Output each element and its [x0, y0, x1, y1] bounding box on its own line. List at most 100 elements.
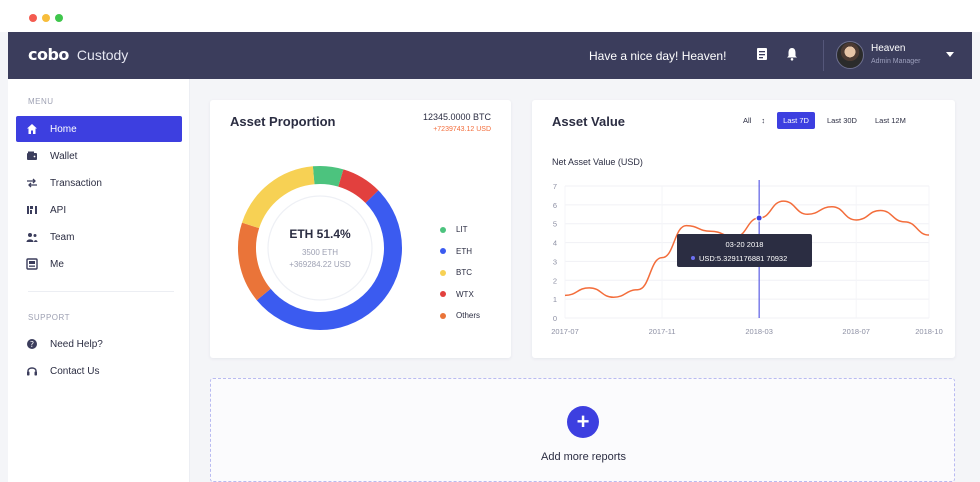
legend-item-btc[interactable]: BTC [440, 262, 480, 284]
sidebar: MENU Home Wallet Transaction API Team Me… [8, 79, 190, 482]
document-icon[interactable] [756, 47, 772, 63]
sidebar-item-label: Transaction [50, 177, 102, 189]
donut-slice-lit[interactable] [312, 166, 344, 187]
total-usd: +7239743.12 USD [433, 126, 491, 133]
legend-label: BTC [456, 268, 472, 278]
range-last-7d-button[interactable]: Last 7D [777, 112, 815, 129]
sidebar-item-label: Wallet [50, 150, 78, 162]
sidebar-item-label: Contact Us [50, 365, 100, 377]
sidebar-item-label: Me [50, 258, 64, 270]
donut-slice-eth[interactable] [256, 190, 402, 330]
series-line[interactable] [564, 200, 930, 299]
range-last-12m-button[interactable]: Last 12M [874, 116, 906, 125]
tooltip-date: 03-20 2018 [726, 240, 764, 249]
sidebar-item-label: Need Help? [50, 338, 103, 350]
x-tick-label: 2018-03 [745, 327, 773, 336]
user-name[interactable]: Heaven [871, 43, 906, 54]
donut-chart[interactable] [235, 163, 405, 333]
donut-center-title: ETH 51.4% [289, 227, 351, 241]
legend-dot [440, 226, 446, 233]
maximize-window-button[interactable] [55, 14, 63, 22]
add-reports-box[interactable]: + Add more reports [210, 378, 955, 482]
wallet-icon [26, 150, 38, 162]
highlight-point[interactable] [755, 214, 763, 222]
legend-label: LIT [456, 225, 468, 235]
avatar[interactable] [836, 41, 864, 69]
donut-slice-wtx[interactable] [337, 169, 379, 204]
donut-slice-others[interactable] [238, 222, 271, 301]
x-tick-label: 2017-11 [649, 327, 676, 336]
plus-icon[interactable]: + [567, 406, 599, 438]
x-tick-label: 2018-10 [915, 327, 943, 336]
svg-text:?: ? [30, 340, 34, 349]
chart-tooltip: 03-20 2018 USD:5.3291176881 70932 [677, 234, 812, 267]
sidebar-item-need-help[interactable]: ? Need Help? [16, 331, 182, 357]
top-header: cobo Custody Have a nice day! Heaven! He… [8, 32, 972, 79]
y-tick-label: 4 [553, 239, 557, 248]
legend-dot [440, 291, 446, 298]
chevron-down-icon[interactable] [946, 52, 954, 57]
y-tick-label: 0 [553, 314, 557, 323]
x-tick-label: 2017-07 [551, 327, 579, 336]
greeting-text: Have a nice day! Heaven! [589, 49, 727, 63]
sidebar-item-transaction[interactable]: Transaction [16, 170, 182, 196]
legend-item-wtx[interactable]: WTX [440, 284, 480, 306]
sidebar-item-label: API [50, 204, 67, 216]
tooltip-marker [691, 256, 695, 260]
sidebar-item-contact-us[interactable]: Contact Us [16, 358, 182, 384]
legend-item-lit[interactable]: LIT [440, 219, 480, 241]
legend-dot [440, 248, 446, 255]
transaction-icon [26, 177, 38, 189]
me-icon [26, 258, 38, 270]
product-name: Custody [76, 46, 129, 63]
legend-item-eth[interactable]: ETH [440, 241, 480, 263]
menu-section-label: MENU [28, 97, 54, 106]
sidebar-item-home[interactable]: Home [16, 116, 182, 142]
asset-value-card: Asset Value All ↕ Last 7D Last 30D Last 1… [532, 100, 955, 358]
card-title: Asset Value [552, 114, 625, 129]
y-tick-label: 2 [553, 276, 557, 285]
card-title: Asset Proportion [230, 114, 336, 129]
help-icon: ? [26, 338, 38, 350]
support-section-label: SUPPORT [28, 313, 71, 322]
total-btc: 12345.0000 BTC [422, 112, 491, 122]
y-tick-label: 6 [553, 201, 557, 210]
sidebar-item-wallet[interactable]: Wallet [16, 143, 182, 169]
y-tick-label: 1 [553, 295, 557, 304]
sidebar-item-api[interactable]: API [16, 197, 182, 223]
chart-title: Net Asset Value (USD) [552, 157, 643, 167]
line-chart[interactable]: 0 1 2 3 4 5 6 7 2017-07 2017-11 2018-03 2018-07 2018… [532, 100, 955, 358]
add-reports-label: Add more reports [541, 451, 626, 463]
sidebar-item-label: Team [50, 231, 75, 243]
home-icon [26, 123, 38, 135]
close-window-button[interactable] [29, 14, 37, 22]
donut-center-usd: +369284.22 USD [289, 260, 351, 269]
sidebar-divider [28, 291, 174, 292]
bell-icon[interactable] [786, 47, 802, 63]
donut-slice-btc[interactable] [242, 166, 315, 229]
legend-label: Others [456, 311, 481, 321]
tooltip-box [677, 234, 812, 267]
header-divider [823, 40, 824, 71]
api-icon [26, 204, 38, 216]
chart-legend: LIT ETH BTC WTX Others [440, 219, 480, 327]
sidebar-item-me[interactable]: Me [16, 251, 182, 277]
range-dropdown[interactable]: All ↕ [737, 112, 771, 129]
brand[interactable]: cobo Custody [28, 45, 128, 64]
minimize-window-button[interactable] [42, 14, 50, 22]
range-last-30d-button[interactable]: Last 30D [826, 116, 857, 125]
range-selector: All ↕ Last 7D Last 30D Last 12M [737, 112, 912, 129]
donut-inner-ring [267, 195, 373, 301]
legend-item-others[interactable]: Others [440, 305, 480, 327]
team-icon [26, 231, 38, 243]
updown-chevron-icon: ↕ [761, 116, 766, 125]
window-chrome [0, 0, 980, 32]
asset-proportion-card: Asset Proportion 12345.0000 BTC +7239743… [210, 100, 511, 358]
legend-label: ETH [456, 246, 472, 256]
cobo-logo: cobo [28, 45, 69, 64]
donut-center-amount: 3500 ETH [301, 248, 339, 257]
y-tick-label: 3 [553, 257, 557, 266]
sidebar-item-team[interactable]: Team [16, 224, 182, 250]
tooltip-value: USD:5.3291176881 70932 [699, 254, 787, 263]
legend-dot [440, 312, 446, 319]
